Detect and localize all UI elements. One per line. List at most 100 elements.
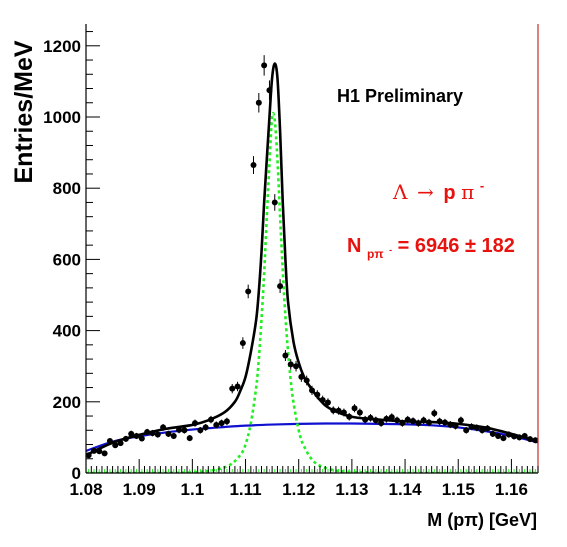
data-point — [229, 385, 236, 392]
data-point — [138, 435, 145, 442]
data-point — [473, 424, 480, 431]
data-point — [394, 417, 401, 424]
x-tick-label: 1.13 — [335, 480, 368, 499]
data-point — [165, 430, 172, 437]
data-point — [479, 427, 486, 434]
data-point — [160, 424, 167, 431]
data-point — [410, 418, 417, 425]
data-point — [431, 410, 438, 417]
data-point — [234, 383, 241, 390]
data-point — [250, 162, 257, 169]
yield-subscript: pπ — [367, 247, 384, 261]
x-tick-label: 1.14 — [389, 480, 423, 499]
yield-value: = 6946 ± 182 — [398, 235, 515, 257]
data-point — [96, 448, 103, 455]
data-point — [207, 416, 214, 423]
data-point — [521, 432, 528, 439]
data-point — [309, 387, 315, 394]
data-point — [112, 442, 119, 449]
decay-lambda: Λ — [392, 180, 408, 204]
data-point — [415, 420, 422, 427]
plot-area — [86, 55, 538, 473]
data-point — [399, 420, 406, 427]
data-point — [516, 434, 523, 441]
y-tick-label: 200 — [53, 393, 81, 412]
yield-subscript-charge: - — [389, 245, 392, 255]
data-point — [170, 432, 177, 439]
data-point — [314, 391, 321, 398]
data-point — [218, 420, 225, 427]
data-point — [176, 426, 183, 433]
data-point — [425, 419, 432, 426]
data-point — [330, 407, 337, 414]
decay-arrow: → — [417, 180, 434, 204]
axes: 0 200 400 600 800 1000 1200 1.08 1.09 1.1 1.11 1.12… — [43, 24, 539, 499]
data-point — [388, 414, 395, 421]
y-tick-label: 800 — [53, 179, 81, 198]
y-axis-title: Entries/MeV — [10, 40, 38, 183]
x-tick-label: 1.11 — [229, 480, 261, 499]
data-point — [213, 421, 220, 428]
y-tick-label: 400 — [53, 322, 81, 341]
data-point — [255, 99, 262, 106]
background-fit-line — [86, 422, 538, 452]
data-point — [293, 363, 300, 370]
data-point — [192, 420, 199, 427]
yield-symbol: N — [347, 235, 361, 257]
data-point — [447, 421, 454, 428]
data-point — [367, 414, 374, 421]
yield-label: N pπ - = 6946 ± 182 — [347, 235, 515, 263]
data-point — [335, 407, 342, 414]
y-tick-label: 0 — [72, 464, 81, 483]
data-point — [532, 437, 538, 444]
data-point — [223, 418, 230, 425]
data-point — [128, 430, 135, 437]
data-point — [298, 373, 305, 380]
data-point — [346, 413, 353, 420]
data-point — [404, 416, 411, 423]
data-point — [271, 199, 278, 206]
data-point — [117, 440, 124, 447]
data-point — [324, 399, 331, 406]
data-point — [122, 435, 129, 442]
data-point — [266, 87, 273, 94]
y-tick-label: 1200 — [43, 37, 81, 56]
data-point — [197, 427, 204, 434]
data-point — [356, 409, 363, 416]
data-point — [261, 62, 268, 69]
data-point — [303, 377, 310, 384]
data-point — [378, 420, 385, 427]
data-point — [319, 397, 326, 404]
data-point — [282, 352, 289, 359]
x-tick-label: 1.15 — [442, 480, 475, 499]
data-point — [436, 418, 443, 425]
decay-label: Λ → p π - — [392, 178, 484, 204]
data-point — [154, 431, 161, 438]
data-point — [181, 427, 188, 434]
data-point — [133, 432, 140, 439]
x-tick-label: 1.12 — [282, 480, 315, 499]
signal-fit-line — [86, 111, 538, 473]
y-tick-label: 1000 — [43, 108, 81, 127]
data-point — [362, 416, 369, 423]
data-point — [452, 423, 459, 430]
x-tick-label: 1.1 — [181, 480, 205, 499]
data-point — [527, 436, 534, 443]
y-tick-label: 600 — [53, 250, 81, 269]
total-fit-line — [86, 62, 538, 457]
data-point — [351, 405, 358, 412]
data-point — [340, 409, 347, 416]
data-point — [420, 417, 427, 424]
data-point — [484, 425, 491, 432]
data-point — [101, 450, 108, 457]
data-point — [277, 283, 284, 290]
data-point — [86, 452, 92, 459]
data-point — [239, 340, 246, 347]
x-tick-label: 1.08 — [69, 480, 102, 499]
data-point — [202, 424, 209, 431]
decay-pion: π — [461, 180, 474, 204]
decay-charge: - — [480, 178, 484, 193]
data-point — [149, 430, 156, 437]
data-point — [287, 361, 294, 368]
